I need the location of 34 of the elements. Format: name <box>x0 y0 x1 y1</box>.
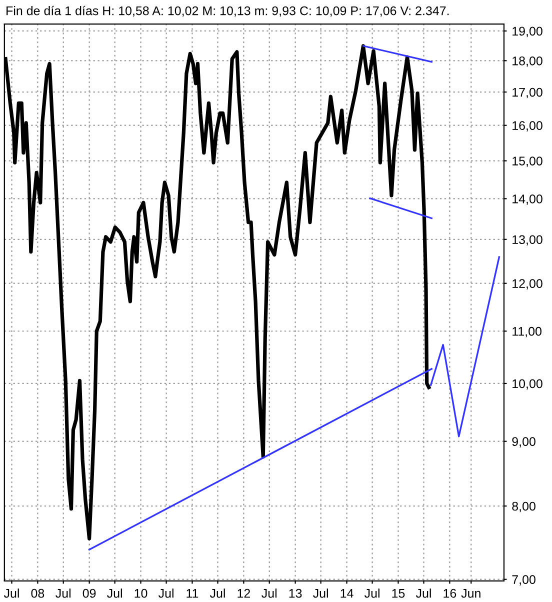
y-tick-label: 11,00 <box>512 326 542 338</box>
x-tick-label: 14 <box>340 589 354 598</box>
x-tick-label: Jun <box>461 589 480 598</box>
y-tick-label: 7,00 <box>512 575 536 586</box>
x-tick-label: Jul <box>416 588 431 598</box>
chart-title: Fin de día 1 días H: 10,58 A: 10,02 M: 10,13 m: 9,93 C: 10,09 P: 17,06 V: 2.347. <box>6 6 449 17</box>
y-tick-label: 15,00 <box>512 156 542 167</box>
line-series <box>430 256 500 438</box>
y-tick-label: 13,00 <box>512 235 542 246</box>
y-tick-label: 8,00 <box>512 502 536 512</box>
x-tick-label: Jul <box>158 588 174 598</box>
x-tick-label: 12 <box>238 588 250 598</box>
x-tick-label: Jul <box>107 588 122 598</box>
x-tick-label: Jul <box>262 588 277 598</box>
x-tick-label: 13 <box>289 588 302 598</box>
y-tick-label: 16,00 <box>512 121 542 132</box>
y-tick-label: 12,00 <box>512 279 542 290</box>
y-tick-label: 19,00 <box>512 26 542 38</box>
x-tick-label: 11 <box>186 589 198 598</box>
y-tick-label: 17,00 <box>512 88 542 98</box>
x-tick-label: Jul <box>210 588 225 598</box>
x-tick-label: Jul <box>4 588 19 598</box>
x-tick-label: Jul <box>364 588 380 598</box>
y-tick-label: 9,00 <box>512 437 536 448</box>
x-tick-label: 16 <box>444 588 456 598</box>
x-tick-label: Jul <box>56 588 71 598</box>
y-tick-label: 18,00 <box>512 56 542 67</box>
y-tick-label: 14,00 <box>512 194 542 205</box>
x-tick-label: Jul <box>313 588 328 598</box>
x-tick-label: 09 <box>82 588 96 598</box>
x-tick-label: 15 <box>392 589 405 598</box>
x-tick-label: 08 <box>31 588 44 598</box>
x-tick-label: 10 <box>134 588 148 598</box>
y-tick-label: 10,00 <box>512 379 542 390</box>
